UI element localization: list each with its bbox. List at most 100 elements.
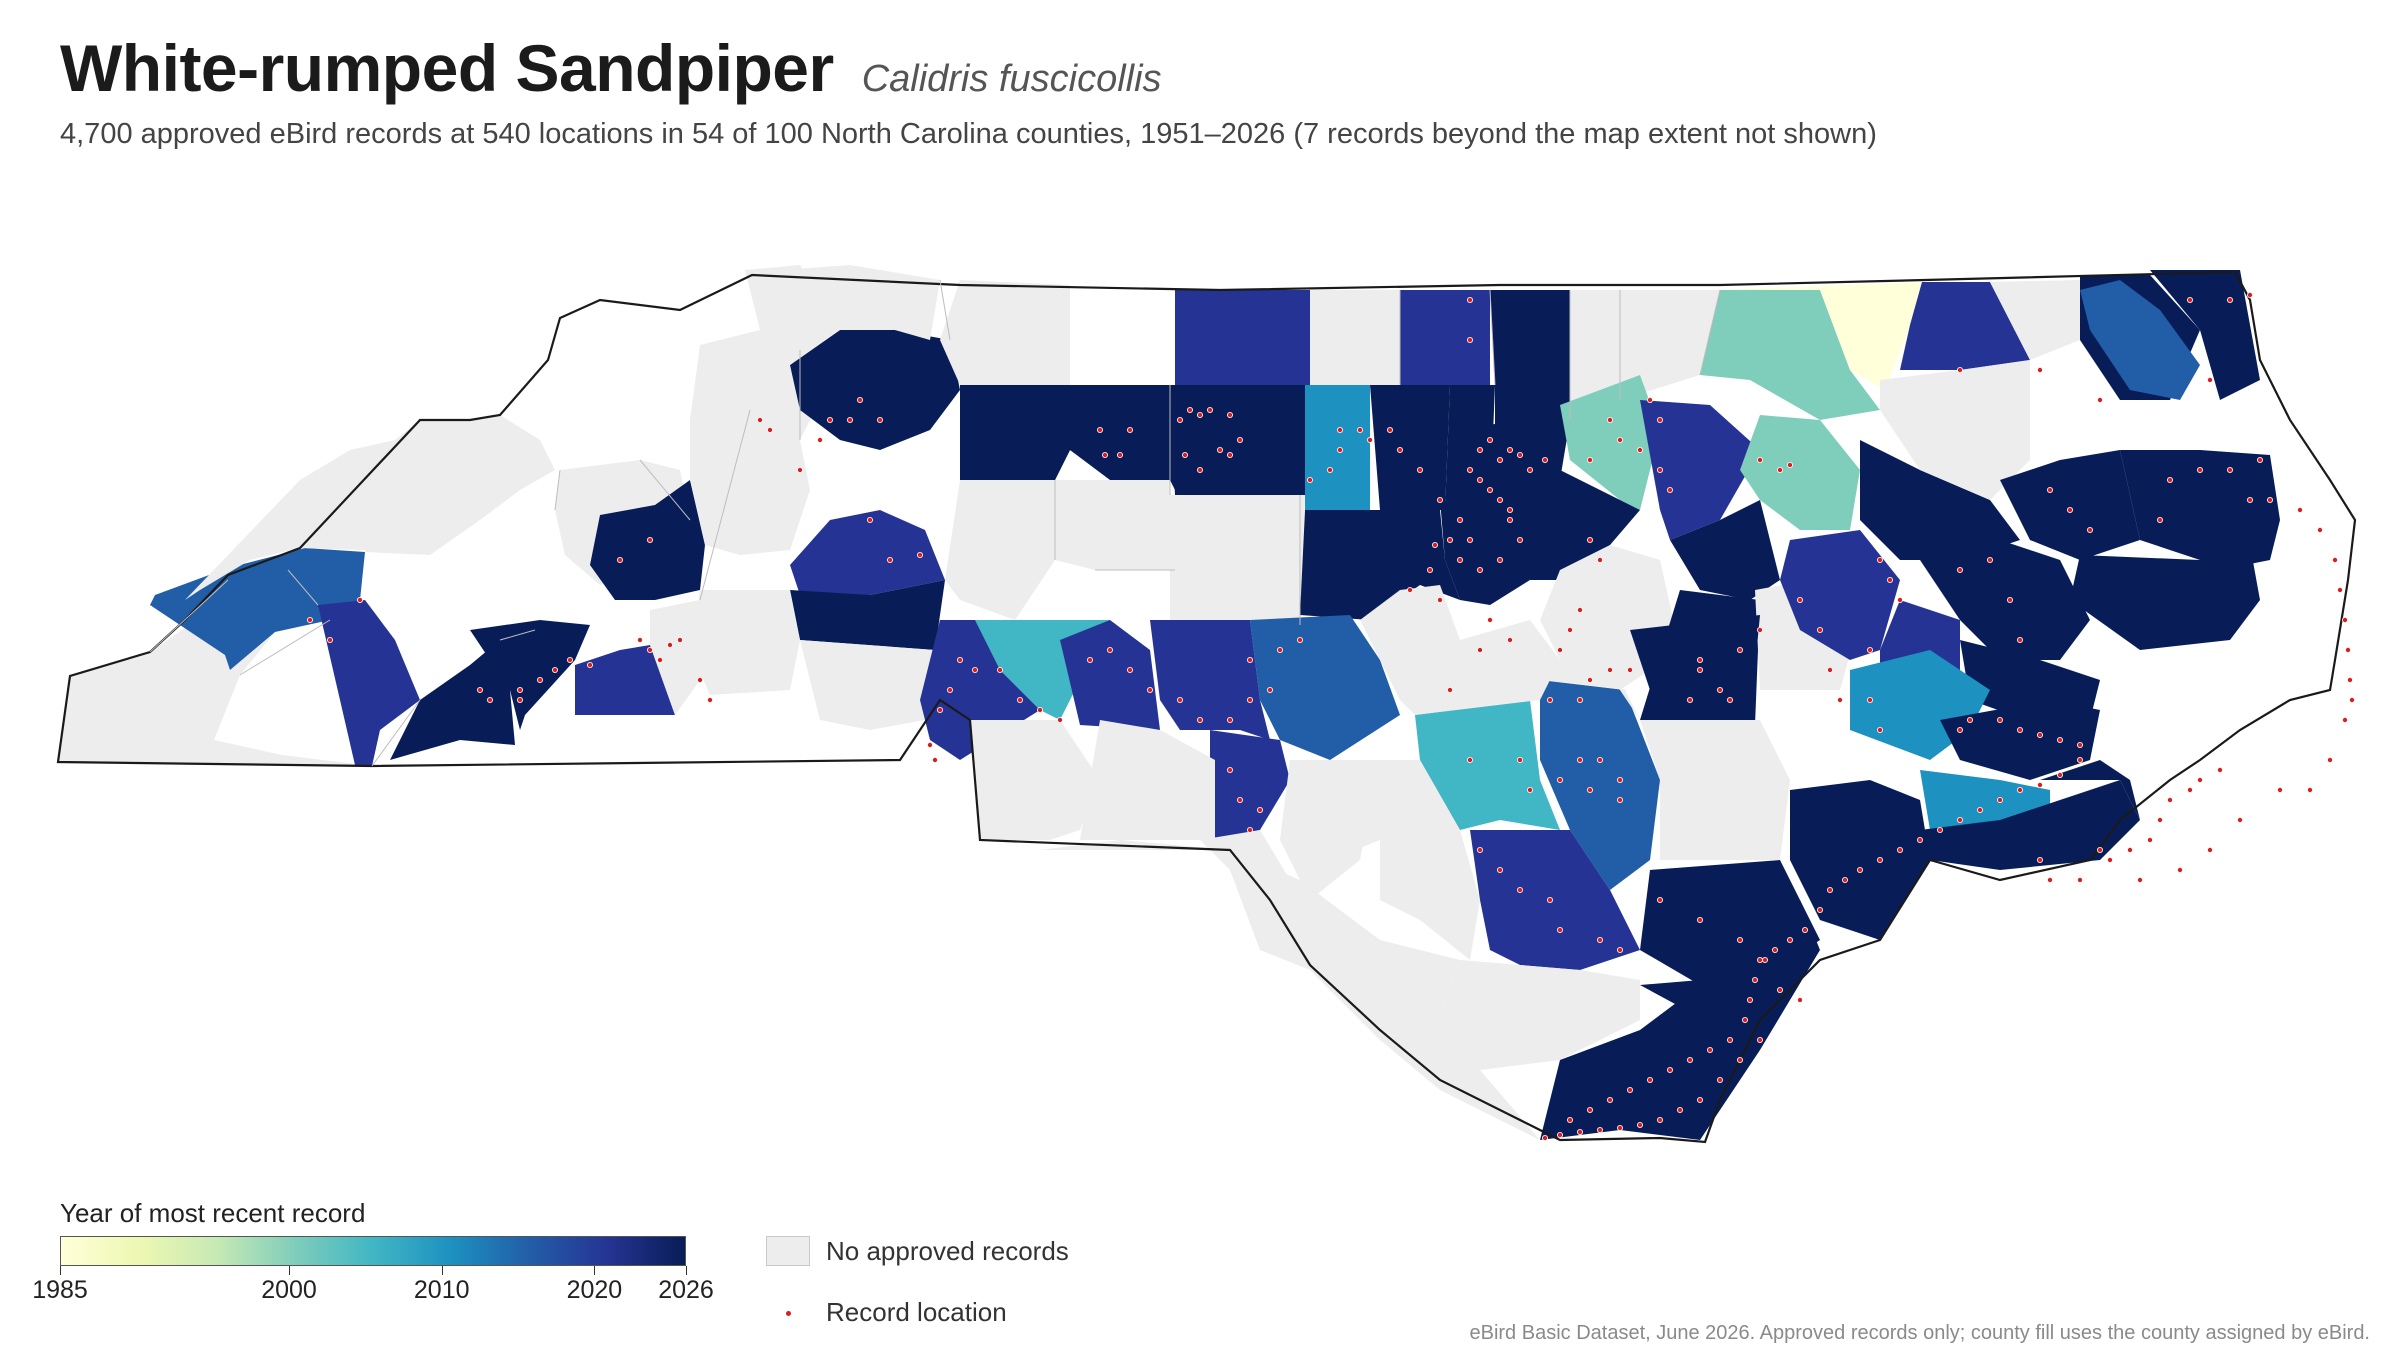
record-location-dot <box>1237 797 1244 804</box>
record-location-dot <box>1957 567 1964 574</box>
county <box>1640 720 1790 860</box>
record-location-dot <box>857 396 864 403</box>
record-location-dot <box>1517 757 1524 764</box>
record-location-dot <box>1597 557 1604 564</box>
record-location-dot <box>517 687 524 694</box>
colorbar-tick-label: 2000 <box>261 1276 317 1304</box>
record-location-dot <box>1577 607 1584 614</box>
record-location-dot <box>1647 1077 1654 1084</box>
record-location-dot <box>2076 877 2083 884</box>
record-location-dot <box>1957 366 1964 373</box>
record-location-dot <box>1587 1107 1594 1114</box>
county <box>940 280 1070 385</box>
county <box>1080 720 1215 840</box>
county <box>1920 780 2140 870</box>
record-location-dot <box>1567 1117 1574 1124</box>
record-location-dot <box>1057 717 1064 724</box>
county <box>690 410 810 555</box>
record-location-dot <box>1327 466 1334 473</box>
record-location-dot <box>1717 687 1724 694</box>
record-location-dot <box>1657 466 1664 473</box>
record-location-dot <box>1467 757 1474 764</box>
county <box>790 580 945 650</box>
record-location-dot <box>1467 296 1474 303</box>
county <box>1305 385 1370 510</box>
record-location-dot <box>2076 757 2083 764</box>
record-location-dot <box>1247 697 1254 704</box>
record-location-dot <box>1247 657 1254 664</box>
record-location-dot <box>2076 742 2083 749</box>
record-location-dot <box>2037 782 2044 789</box>
record-location-dot <box>1617 777 1624 784</box>
record-location-dot <box>2316 527 2323 534</box>
record-location-dot <box>1577 1129 1584 1136</box>
county <box>1670 500 1780 600</box>
record-location-dot <box>1877 557 1884 564</box>
record-location-dot <box>1497 496 1504 503</box>
colorbar-tick-label: 2020 <box>566 1276 623 1304</box>
record-location-dot <box>1587 787 1594 794</box>
record-location-dot <box>937 707 944 714</box>
colorbar-tick-label: 2010 <box>413 1276 470 1304</box>
record-location-dot <box>552 667 559 674</box>
record-location-dot <box>1877 727 1884 734</box>
record-location-dot <box>1727 697 1734 704</box>
record-location-dot <box>1617 947 1624 954</box>
record-location-dot <box>2096 396 2103 403</box>
record-location-dot <box>1727 1037 1734 1044</box>
record-location-dot <box>1587 677 1594 684</box>
record-location-dot <box>1527 466 1534 473</box>
record-location-dot <box>2186 296 2193 303</box>
record-location-dot <box>1737 647 1744 654</box>
county <box>790 330 960 450</box>
colorbar-tick-label: 2026 <box>658 1276 714 1304</box>
record-location-dot <box>1507 517 1514 524</box>
county <box>1540 680 1660 890</box>
record-points <box>306 291 2355 1142</box>
county <box>800 640 935 730</box>
record-location-dot <box>1627 667 1634 674</box>
record-location-dot <box>567 657 574 664</box>
county <box>755 265 940 340</box>
map-title: White-rumped Sandpiper <box>60 31 834 105</box>
record-location-dot <box>1467 466 1474 473</box>
record-location-dot <box>1797 597 1804 604</box>
record-location-dot <box>1487 617 1494 624</box>
county <box>1860 440 2020 560</box>
record-location-dot <box>1397 446 1404 453</box>
record-location-dot <box>2216 767 2223 774</box>
county <box>1700 290 1880 420</box>
record-location-dot <box>1817 907 1824 914</box>
record-location-dot <box>1437 597 1444 604</box>
record-location-dot <box>2166 797 2173 804</box>
record-location-dot <box>1577 757 1584 764</box>
record-location-dot <box>326 637 333 644</box>
record-location-dot <box>617 557 624 564</box>
record-location-dot <box>1477 446 1484 453</box>
county <box>2070 545 2260 650</box>
county <box>470 620 590 730</box>
record-location-dot <box>877 416 884 423</box>
record-location-dot <box>1387 426 1394 433</box>
record-location-dot <box>1187 406 1194 413</box>
record-location-dot <box>2341 617 2348 624</box>
record-location-dot <box>1197 717 1204 724</box>
record-location-dot <box>1557 1132 1564 1139</box>
record-location-dot <box>2341 717 2348 724</box>
county <box>1380 830 1480 960</box>
record-location-dot <box>1467 537 1474 544</box>
record-location-dot <box>887 557 894 564</box>
record-location-dot <box>2047 486 2054 493</box>
record-location-dot <box>1802 927 1809 934</box>
record-location-dot <box>657 657 664 664</box>
record-location-dot <box>1777 466 1784 473</box>
county <box>1310 290 1400 385</box>
county <box>1630 615 1760 720</box>
record-location-dot <box>1762 957 1769 964</box>
county <box>2200 450 2280 570</box>
record-location-dot <box>1417 466 1424 473</box>
county-polygons <box>58 265 2280 1140</box>
record-location-dot <box>2206 847 2213 854</box>
record-location-dot <box>1867 697 1874 704</box>
record-location-dot <box>1147 687 1154 694</box>
